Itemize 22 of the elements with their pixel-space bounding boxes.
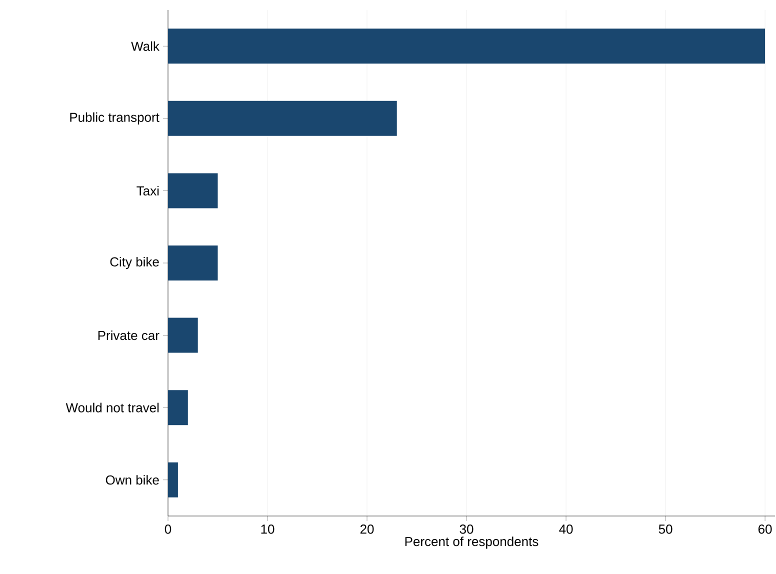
- bar: [168, 390, 188, 426]
- x-axis-title: Percent of respondents: [405, 536, 538, 549]
- y-tick-label: Taxi: [136, 186, 159, 196]
- y-tick-label: Private car: [98, 330, 160, 340]
- x-tick-label: 20: [360, 524, 374, 534]
- bar: [168, 318, 198, 353]
- y-tick-label: Would not travel: [66, 402, 159, 412]
- x-tick-label: 0: [164, 524, 172, 534]
- bar: [168, 173, 218, 208]
- bar: [168, 100, 397, 136]
- x-tick-label: 40: [559, 524, 573, 534]
- y-tick-label: Walk: [131, 41, 160, 51]
- x-tick-label: 60: [758, 524, 772, 534]
- x-tick-label: 30: [460, 524, 474, 534]
- y-tick-label: Own bike: [106, 475, 159, 485]
- x-tick-label: 50: [658, 524, 672, 534]
- bar: [168, 462, 178, 498]
- bar: [168, 28, 766, 64]
- x-tick-label: 10: [261, 524, 274, 534]
- bar: [168, 246, 218, 281]
- y-tick-label: City bike: [110, 256, 159, 270]
- y-tick-label: Public transport: [70, 112, 160, 124]
